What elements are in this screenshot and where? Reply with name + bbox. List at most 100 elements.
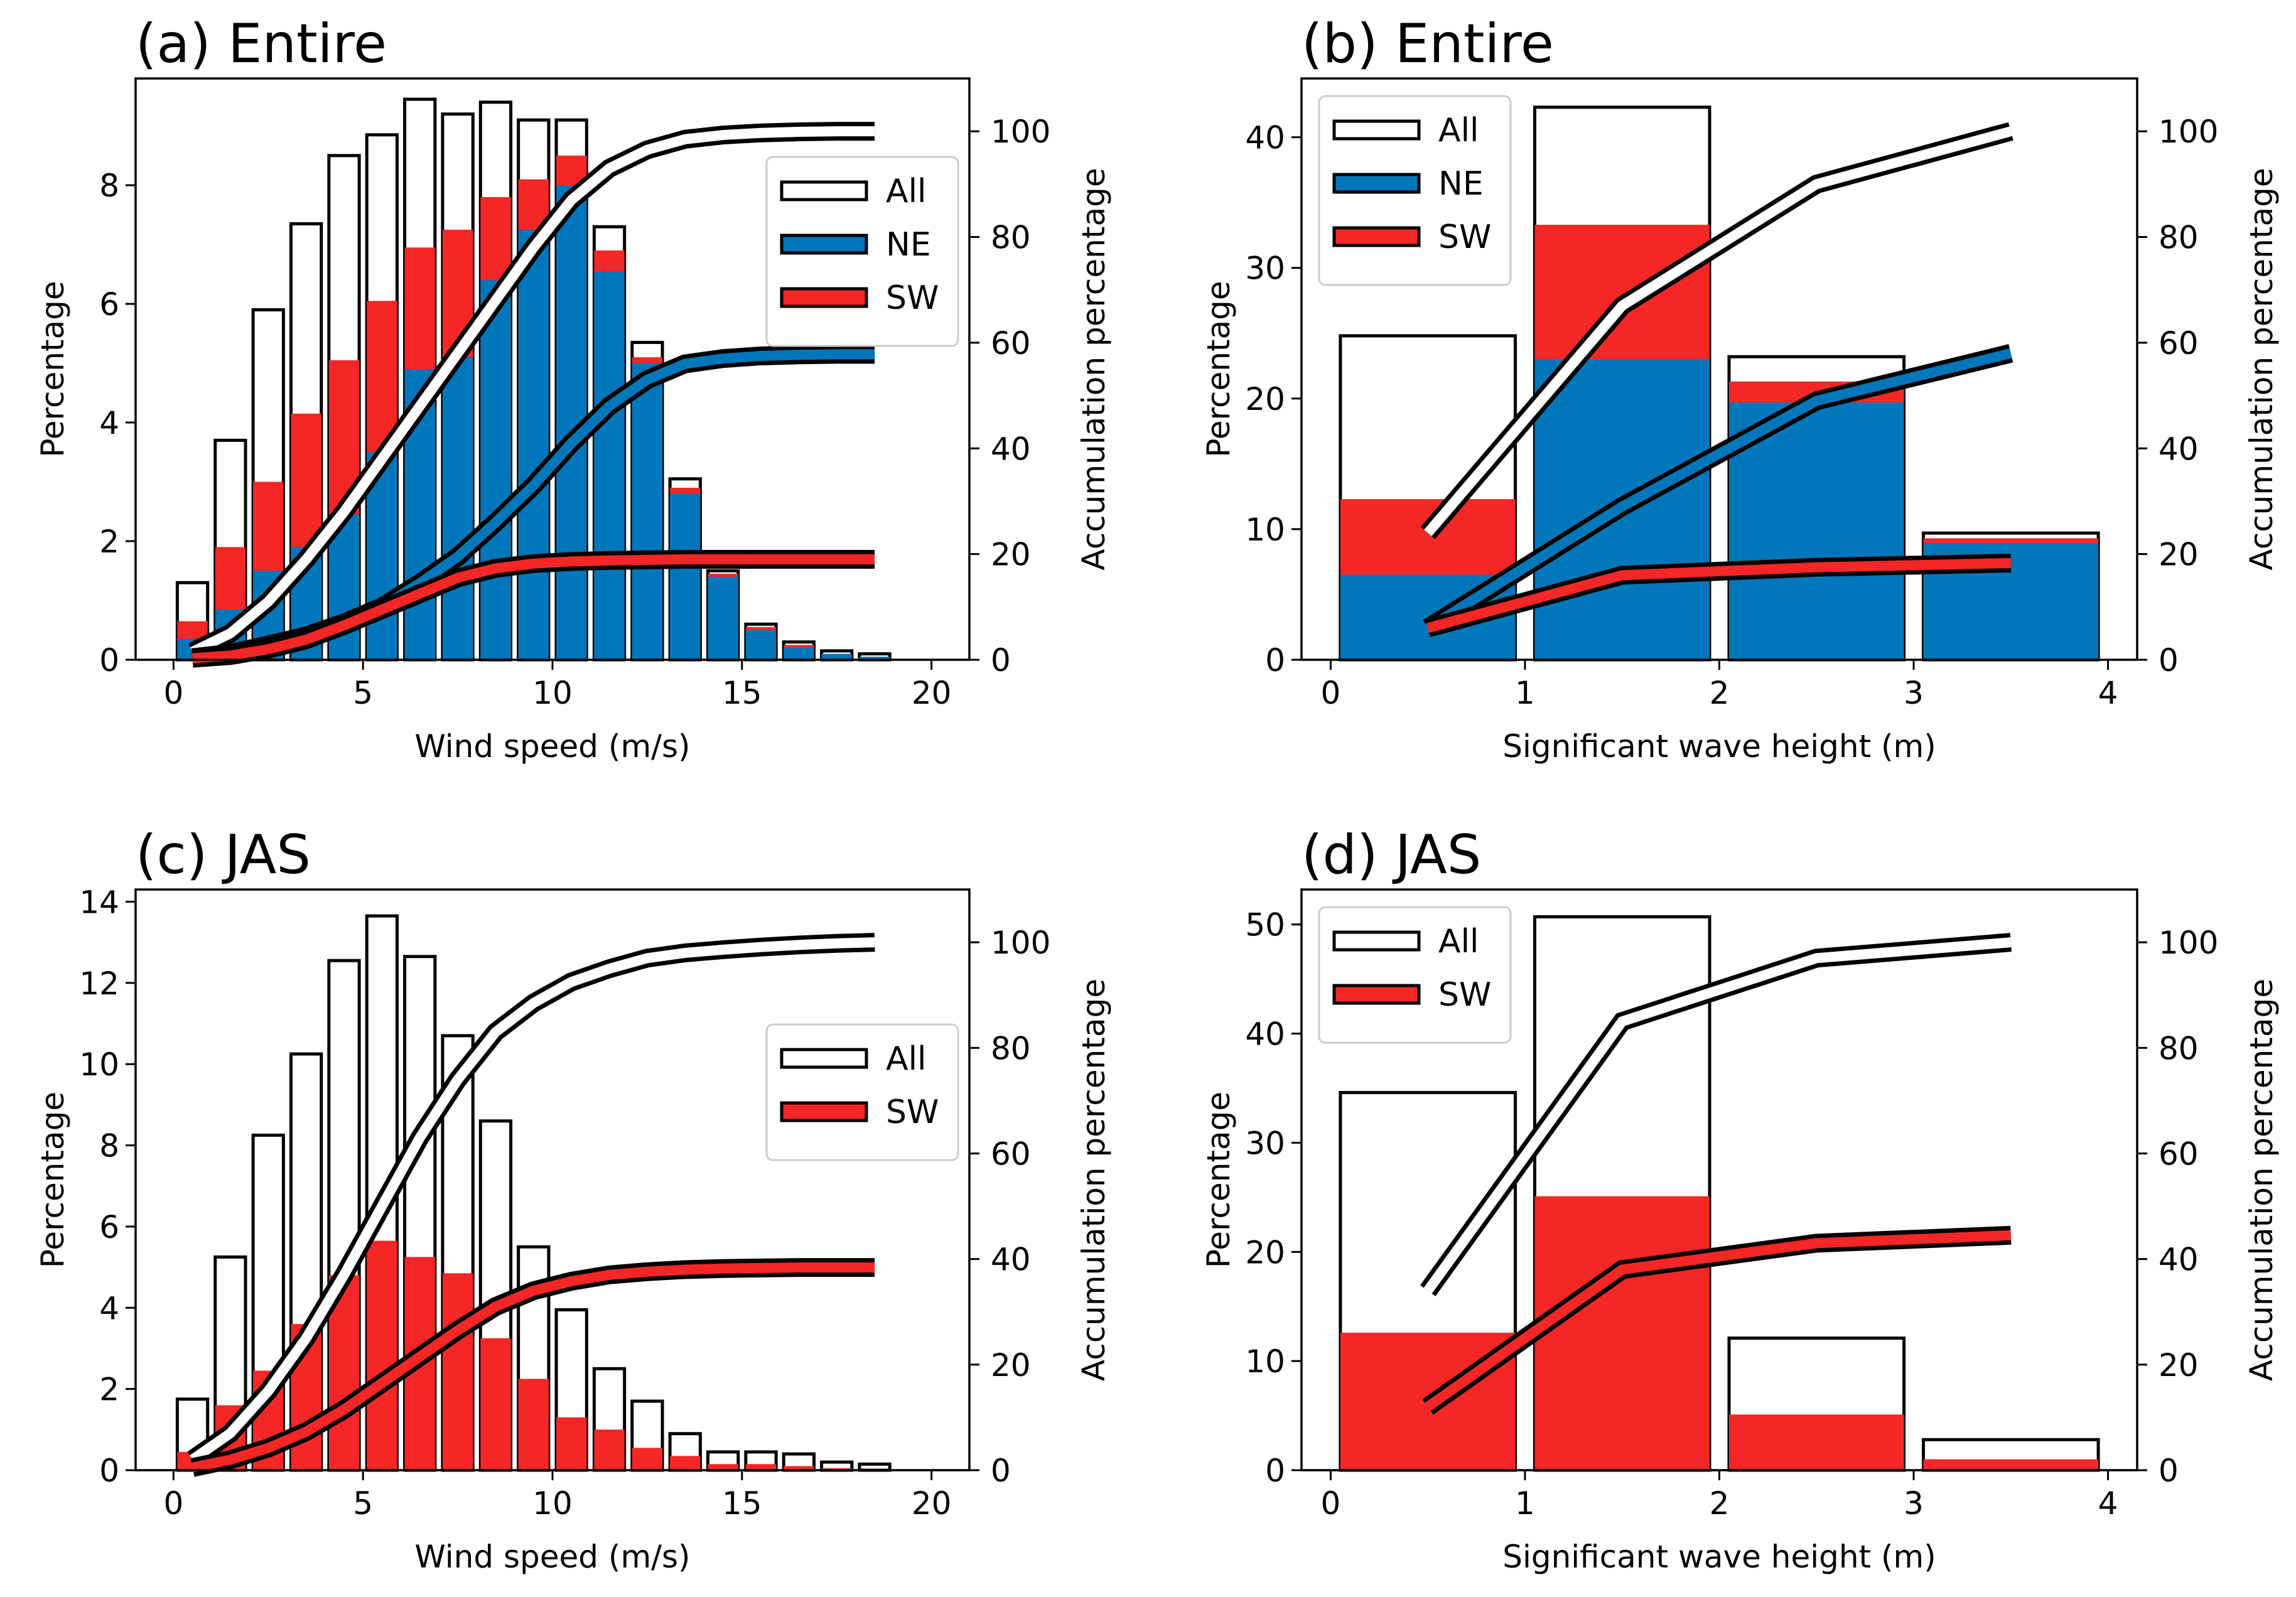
legend-box [1318, 906, 1512, 1044]
legend-swatch-sw [780, 1101, 868, 1122]
x-tick-label: 3 [1904, 675, 1924, 711]
line-sw [1425, 1230, 2012, 1411]
y-right-tick-label: 0 [2159, 642, 2179, 679]
bar-sw-8 [480, 1338, 511, 1470]
y-right-axis-label: Accumulation percentage [2243, 168, 2280, 570]
panel-title: (b) Entire [1302, 13, 1554, 75]
y-tick-label: 4 [99, 405, 119, 441]
legend-label-all: All [1438, 923, 1479, 960]
bar-sw-2 [1728, 1414, 1904, 1470]
y-tick-label: 40 [1245, 120, 1285, 156]
legend-label-sw: SW [1438, 218, 1491, 256]
line-all [190, 126, 875, 657]
bar-sw-7 [442, 1273, 473, 1470]
y-tick-label: 30 [1245, 1125, 1285, 1161]
bar-ne-17 [821, 653, 852, 660]
legend-label-all: All [1438, 112, 1479, 149]
y-tick-label: 0 [99, 1453, 119, 1489]
y-tick-label: 20 [1245, 1234, 1285, 1271]
x-tick-label: 0 [163, 675, 183, 711]
legend-swatch-ne [1332, 173, 1421, 194]
y-right-tick-label: 80 [2159, 1030, 2199, 1067]
x-tick-label: 5 [353, 675, 373, 711]
line-sw [191, 554, 875, 664]
line-all [1424, 126, 2012, 537]
legend-swatch-sw [780, 287, 868, 308]
line-all [189, 937, 875, 1464]
bar-ne-12 [632, 363, 663, 660]
bar-ne-13 [670, 493, 701, 660]
x-tick-label: 15 [722, 675, 762, 711]
y-tick-label: 8 [99, 168, 119, 204]
y-axis-label: Percentage [35, 281, 71, 457]
y-right-tick-label: 80 [991, 220, 1031, 256]
y-tick-label: 10 [1245, 512, 1285, 548]
y-right-axis-label: Accumulation percentage [1075, 979, 1112, 1381]
legend-swatch-sw [1332, 226, 1421, 247]
x-tick-label: 2 [1710, 1485, 1730, 1522]
legend-label-ne: NE [886, 226, 931, 264]
legend: All SW [1318, 906, 1512, 1044]
y-tick-label: 30 [1245, 250, 1285, 287]
y-right-tick-label: 60 [991, 1136, 1031, 1172]
x-axis-label: Significant wave height (m) [1502, 1539, 1936, 1575]
y-tick-label: 10 [79, 1046, 119, 1083]
panel-title: (c) JAS [136, 824, 311, 886]
legend-swatch-all [1332, 119, 1421, 141]
y-right-tick-label: 80 [2159, 220, 2199, 256]
y-right-axis-label: Accumulation percentage [1075, 168, 1112, 570]
line-all [1423, 937, 2012, 1294]
x-tick-label: 3 [1904, 1485, 1924, 1522]
x-tick-label: 20 [912, 675, 952, 711]
x-tick-label: 15 [722, 1485, 762, 1522]
legend-label-all: All [886, 173, 926, 210]
x-tick-label: 5 [353, 1485, 373, 1522]
y-right-tick-label: 20 [991, 537, 1031, 573]
y-right-axis-label: Accumulation percentage [2243, 979, 2280, 1381]
legend-swatch-ne [780, 234, 868, 255]
bar-ne-8 [480, 280, 511, 660]
legend-label-sw: SW [1438, 976, 1491, 1014]
bar-sw-1 [1534, 1196, 1710, 1470]
y-right-tick-label: 20 [991, 1347, 1031, 1384]
accumulation-lines [1420, 933, 2012, 1415]
y-ticks: 0 2 4 6 8 [99, 168, 136, 679]
x-tick-label: 4 [2098, 675, 2118, 711]
x-tick-label: 1 [1515, 675, 1535, 711]
bar-sw-11 [594, 1429, 625, 1470]
x-tick-label: 0 [1321, 1485, 1341, 1522]
x-tick-label: 10 [532, 1485, 573, 1522]
y-right-tick-label: 60 [991, 325, 1031, 362]
y-right-tick-label: 40 [991, 431, 1031, 467]
bar-ne-18 [859, 657, 890, 660]
y-right-tick-label: 40 [2159, 431, 2199, 467]
bar-ne-9 [518, 229, 549, 660]
y-right-tick-label: 100 [2159, 114, 2218, 150]
legend-swatch-all [1332, 930, 1421, 952]
y-tick-label: 50 [1245, 907, 1285, 944]
bar-ne-14 [708, 576, 738, 660]
y-right-tick-label: 0 [2159, 1453, 2179, 1489]
accumulation-lines [186, 933, 875, 1477]
legend: All NE SW [765, 156, 959, 347]
line-sw [1426, 557, 2011, 633]
bar-sw-12 [632, 1448, 663, 1470]
bar-sw-13 [670, 1456, 701, 1470]
bar-ne-7 [442, 357, 473, 660]
y-tick-label: 2 [99, 524, 119, 560]
y-tick-label: 6 [99, 286, 119, 323]
y-right-tick-label: 40 [2159, 1242, 2199, 1278]
y-axis-label: Percentage [1200, 1092, 1237, 1268]
y-right-tick-label: 0 [991, 642, 1011, 679]
y-right-tick-label: 100 [991, 925, 1050, 961]
line-sw [191, 1262, 875, 1473]
accumulation-lines [188, 122, 875, 668]
legend-box [765, 1023, 959, 1161]
y-right-ticks: 0 20 40 60 80 100 [969, 925, 1050, 1489]
legend-swatch-sw [1332, 984, 1421, 1005]
bar-sw-15 [745, 1464, 777, 1470]
y-right-tick-label: 80 [991, 1030, 1031, 1067]
